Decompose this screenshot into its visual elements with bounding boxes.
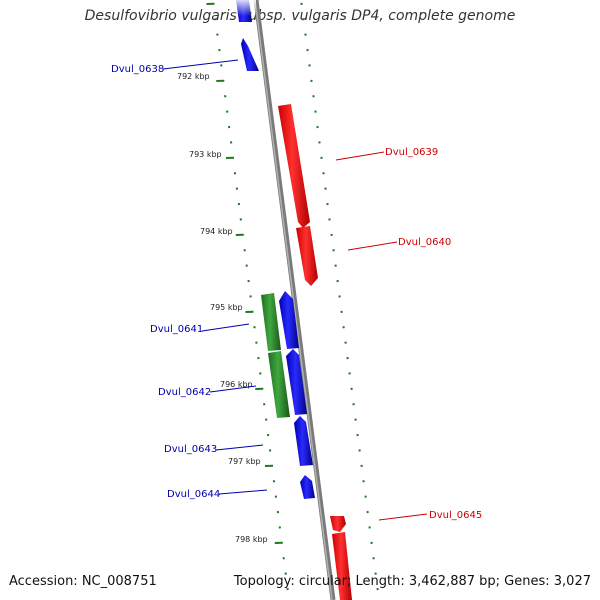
gene-dvul-0642-green[interactable] xyxy=(268,351,290,418)
genome-summary-text: Topology: circular; Length: 3,462,887 bp… xyxy=(233,574,591,589)
genome-title: Desulfovibrio vulgaris subsp. vulgaris D… xyxy=(84,8,516,24)
leader-dvul-0641 xyxy=(201,323,250,332)
gene-label-dvul-0644[interactable]: Dvul_0644 xyxy=(167,489,220,500)
gene-dvul-0641[interactable] xyxy=(279,291,299,349)
tick-labels: 792 kbp 793 kbp 794 kbp 795 kbp 796 kbp … xyxy=(177,72,268,544)
gene-label-dvul-0640[interactable]: Dvul_0640 xyxy=(398,237,451,248)
leader-dvul-0644 xyxy=(218,489,268,495)
tick-label: 793 kbp xyxy=(189,150,222,159)
tick-label: 794 kbp xyxy=(200,227,233,236)
tick-label: 796 kbp xyxy=(220,380,253,389)
gene-label-dvul-0638[interactable]: Dvul_0638 xyxy=(111,64,164,75)
gene-label-dvul-0639[interactable]: Dvul_0639 xyxy=(385,147,438,158)
gene-dvul-0638[interactable] xyxy=(241,38,259,71)
gene-dvul-0642[interactable] xyxy=(286,349,307,415)
gene-dvul-0641-green[interactable] xyxy=(261,293,281,351)
tick-label: 797 kbp xyxy=(228,457,261,466)
gene-label-dvul-0641[interactable]: Dvul_0641 xyxy=(150,324,203,335)
gene-dvul-0645-body[interactable] xyxy=(332,532,352,600)
leader-dvul-0638 xyxy=(162,59,239,70)
genome-backbone xyxy=(253,0,336,600)
tick-label: 795 kbp xyxy=(210,303,243,312)
gene-dvul-0643[interactable] xyxy=(294,416,313,466)
gene-label-dvul-0642[interactable]: Dvul_0642 xyxy=(158,387,211,398)
gene-dvul-0640[interactable] xyxy=(296,226,318,286)
genome-backbone-highlight xyxy=(254,0,333,600)
tick-label: 798 kbp xyxy=(235,535,268,544)
leader-dvul-0642 xyxy=(209,385,257,393)
leader-dvul-0645 xyxy=(378,513,428,521)
leader-dvul-0639 xyxy=(335,151,385,161)
gene-fade-overlay xyxy=(232,0,256,16)
gene-dvul-0639[interactable] xyxy=(278,104,310,228)
gene-dvul-0645[interactable] xyxy=(330,516,346,532)
leader-dvul-0643 xyxy=(215,444,264,451)
leader-dvul-0640 xyxy=(347,241,398,251)
gene-label-dvul-0645[interactable]: Dvul_0645 xyxy=(429,510,482,521)
outer-dotted-ring xyxy=(300,2,379,591)
gene-label-dvul-0643[interactable]: Dvul_0643 xyxy=(164,444,217,455)
accession-text: Accession: NC_008751 xyxy=(9,574,157,589)
tick-ruler xyxy=(206,2,289,591)
gene-dvul-0644[interactable] xyxy=(300,475,315,499)
tick-label: 792 kbp xyxy=(177,72,210,81)
